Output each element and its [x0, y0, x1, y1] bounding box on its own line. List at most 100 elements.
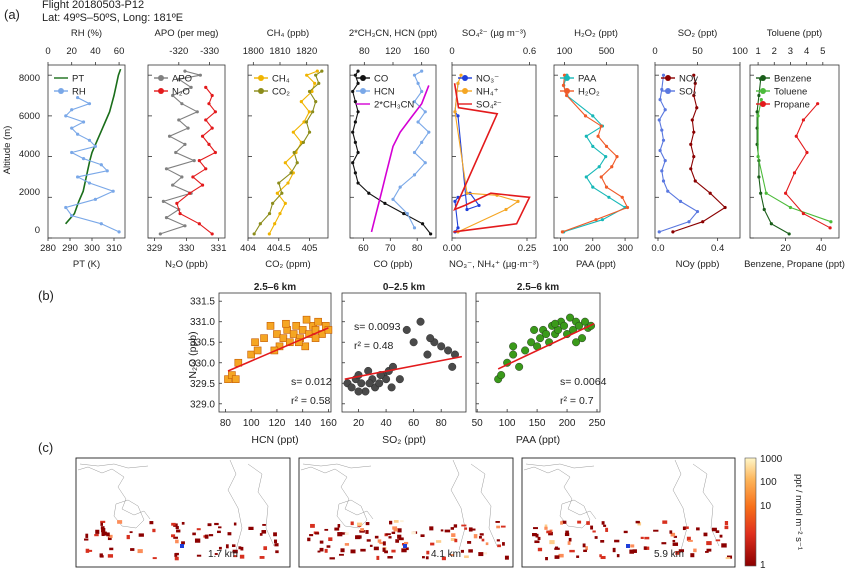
emission-cell	[365, 530, 369, 534]
data-point	[759, 191, 763, 195]
data-point	[258, 222, 262, 226]
legend-marker	[760, 75, 766, 81]
emission-cell	[569, 549, 575, 553]
emission-cell	[359, 530, 365, 533]
emission-cell	[461, 524, 467, 527]
emission-cell	[149, 521, 154, 525]
top-axis-label: 2*CH₃CN, HCN (ppt)	[349, 28, 437, 39]
data-point	[213, 110, 217, 114]
data-point	[291, 130, 295, 134]
panel-c-label: (c)	[38, 440, 53, 455]
emission-cell	[356, 522, 363, 526]
emission-cell	[534, 540, 540, 544]
emission-cell	[401, 548, 407, 553]
data-point	[171, 93, 175, 98]
emission-cell	[365, 522, 370, 526]
emission-cell	[703, 532, 708, 537]
data-point	[76, 132, 80, 136]
emission-cell	[117, 520, 123, 524]
emission-cell	[369, 544, 373, 547]
emission-cell	[233, 555, 238, 558]
x-tick-label: 250	[589, 418, 606, 429]
legend-label: RH	[72, 87, 86, 98]
aircraft-location-marker	[403, 544, 407, 548]
data-point	[313, 81, 317, 85]
data-point	[361, 387, 370, 396]
series-line	[454, 75, 520, 233]
legend-label: N₂O	[172, 87, 190, 98]
x-axis-label: PAA (ppt)	[516, 434, 560, 446]
data-point	[584, 175, 588, 179]
colorbar	[744, 457, 757, 567]
data-point	[224, 375, 232, 383]
emission-cell	[382, 547, 386, 552]
x-tick-label: 140	[294, 418, 311, 429]
legend-marker	[58, 88, 64, 94]
data-point	[625, 205, 630, 210]
emission-cell	[391, 531, 396, 534]
legend: CH₄ CO₂	[254, 74, 290, 98]
top-tick-label: 50	[692, 46, 703, 57]
legend-marker	[760, 88, 766, 94]
top-tick-label: 500	[599, 46, 615, 57]
altitude-tick: 2000	[19, 187, 40, 198]
data-point	[311, 110, 315, 114]
emission-cell	[444, 529, 451, 533]
data-point	[829, 220, 833, 224]
emission-cell	[232, 549, 238, 554]
data-point	[70, 126, 74, 130]
legend-label: CO	[374, 74, 388, 85]
emission-cell	[376, 555, 380, 560]
top-tick-label: 3	[788, 46, 793, 57]
emission-cell	[464, 555, 469, 559]
coastline-north	[79, 463, 149, 469]
altitude-axis-label: Altitude (m)	[2, 126, 13, 175]
series-line	[672, 75, 726, 233]
plot-frame	[349, 64, 437, 239]
data-point	[213, 150, 217, 155]
emission-cell	[227, 532, 232, 536]
emission-cell	[261, 530, 267, 534]
emission-cell	[176, 529, 181, 533]
data-point	[200, 134, 205, 138]
data-point	[412, 73, 417, 77]
emission-cell	[240, 546, 244, 551]
data-point	[599, 124, 603, 128]
emission-cell	[100, 520, 106, 523]
emission-cell	[175, 552, 179, 556]
emission-cell	[549, 540, 555, 545]
data-point	[756, 114, 760, 118]
emission-cell	[464, 527, 468, 530]
x-tick-label: 80	[220, 418, 232, 429]
series-hcn	[391, 69, 431, 230]
emission-cell	[379, 542, 384, 545]
emission-cell	[366, 539, 371, 542]
emission-cell	[687, 539, 693, 542]
data-point	[666, 189, 670, 193]
emission-cell	[504, 555, 509, 560]
emission-cell	[259, 556, 265, 559]
data-point	[177, 77, 181, 81]
emission-cell	[392, 526, 398, 530]
emission-cell	[630, 544, 635, 548]
data-point	[280, 191, 284, 195]
emission-cell	[590, 525, 594, 530]
series-propane	[784, 102, 832, 230]
data-point	[320, 69, 324, 73]
emission-cell	[307, 537, 311, 542]
series-line	[784, 103, 831, 229]
series-line	[352, 70, 432, 235]
profile-panel: SO₂ (ppt) 0 50 100 NOy (ppb) 0.0 0.4 NOy SO₂	[651, 28, 748, 270]
emission-cell	[248, 526, 254, 530]
data-point	[183, 142, 187, 146]
data-point	[183, 224, 187, 228]
scatter-panel: 2.5–6 km 329.0 329.5 330.0 330.5 331.0 331.5 80…	[190, 282, 337, 446]
emission-cell	[310, 523, 315, 528]
legend-label: HCN	[374, 87, 395, 98]
top-tick-label: 5	[820, 46, 825, 57]
data-point	[757, 175, 761, 179]
emission-cell	[690, 553, 695, 558]
emission-cell	[586, 521, 590, 525]
